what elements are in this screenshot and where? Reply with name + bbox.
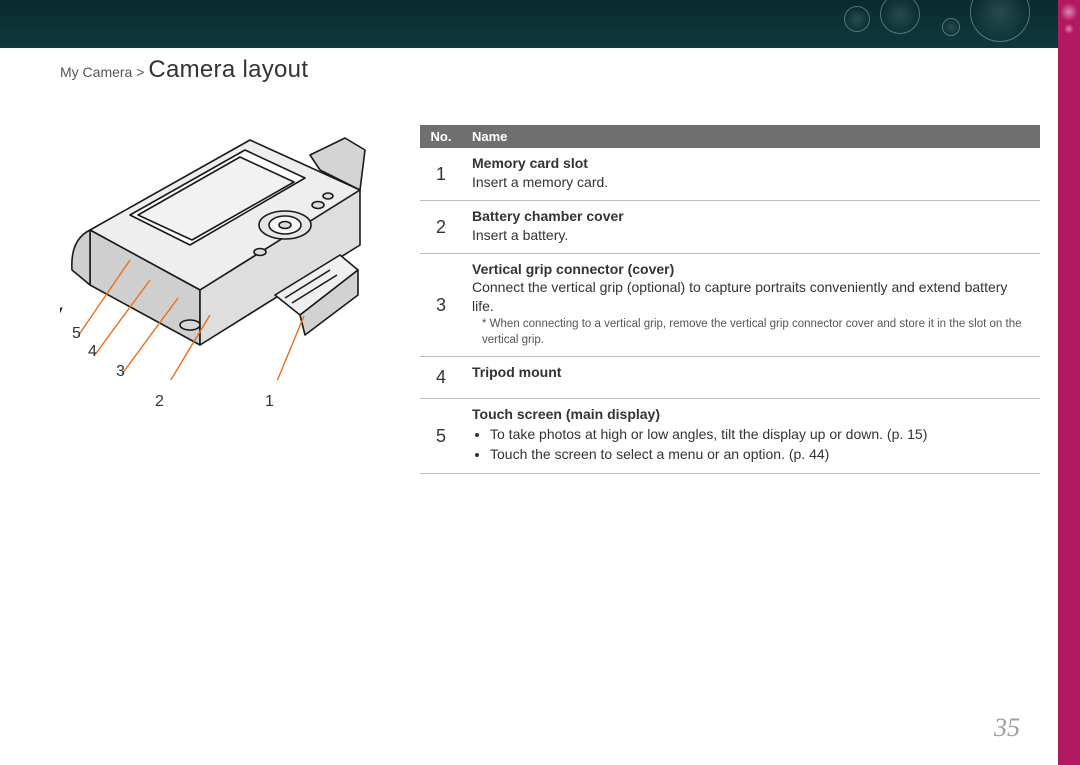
page-title: Camera layout <box>148 56 308 83</box>
part-note: * When connecting to a vertical grip, re… <box>472 317 1030 348</box>
part-bullet: Touch the screen to select a menu or an … <box>490 445 1030 464</box>
row-number: 4 <box>420 357 462 398</box>
part-title: Memory card slot <box>472 154 1030 173</box>
breadcrumb-parent: My Camera > <box>60 64 148 80</box>
diagram-callout-1: 1 <box>265 393 274 411</box>
row-number: 3 <box>420 253 462 357</box>
breadcrumb: My Camera > Camera layout <box>60 56 308 84</box>
table-row: 1Memory card slotInsert a memory card. <box>420 148 1040 200</box>
diagram-callout-2: 2 <box>155 393 164 411</box>
header-band <box>0 0 1080 48</box>
bokeh-dot <box>880 0 920 34</box>
row-content: Vertical grip connector (cover)Connect t… <box>462 253 1040 357</box>
part-title: Touch screen (main display) <box>472 405 1030 424</box>
accent-glow <box>1060 3 1078 21</box>
row-number: 1 <box>420 148 462 200</box>
diagram-callout-3: 3 <box>116 363 125 381</box>
part-description: Connect the vertical grip (optional) to … <box>472 278 1030 316</box>
table-row: 5Touch screen (main display)To take phot… <box>420 398 1040 474</box>
part-title: Battery chamber cover <box>472 207 1030 226</box>
diagram-callout-5: 5 <box>72 325 81 343</box>
accent-glow <box>1064 24 1074 34</box>
part-description: Insert a battery. <box>472 226 1030 245</box>
part-bullet: To take photos at high or low angles, ti… <box>490 425 1030 444</box>
part-title: Vertical grip connector (cover) <box>472 260 1030 279</box>
bokeh-dot <box>970 0 1030 42</box>
row-content: Memory card slotInsert a memory card. <box>462 148 1040 200</box>
table-row: 3Vertical grip connector (cover)Connect … <box>420 253 1040 357</box>
page-number: 35 <box>994 713 1020 743</box>
bokeh-dot <box>942 18 960 36</box>
part-title: Tripod mount <box>472 363 1030 382</box>
part-description: Insert a memory card. <box>472 173 1030 192</box>
col-header-name: Name <box>462 125 1040 148</box>
table-row: 4 Tripod mount <box>420 357 1040 398</box>
row-number: 2 <box>420 200 462 253</box>
camera-illustration <box>60 120 390 380</box>
parts-table: No. Name 1Memory card slotInsert a memor… <box>420 125 1040 474</box>
row-content: Tripod mount <box>462 357 1040 398</box>
table-row: 2Battery chamber coverInsert a battery. <box>420 200 1040 253</box>
accent-bar <box>1058 0 1080 765</box>
bokeh-dot <box>844 6 870 32</box>
diagram-callout-4: 4 <box>88 343 97 361</box>
camera-diagram <box>60 120 390 420</box>
col-header-no: No. <box>420 125 462 148</box>
part-bullet-list: To take photos at high or low angles, ti… <box>472 425 1030 464</box>
row-content: Battery chamber coverInsert a battery. <box>462 200 1040 253</box>
row-content: Touch screen (main display)To take photo… <box>462 398 1040 474</box>
row-number: 5 <box>420 398 462 474</box>
